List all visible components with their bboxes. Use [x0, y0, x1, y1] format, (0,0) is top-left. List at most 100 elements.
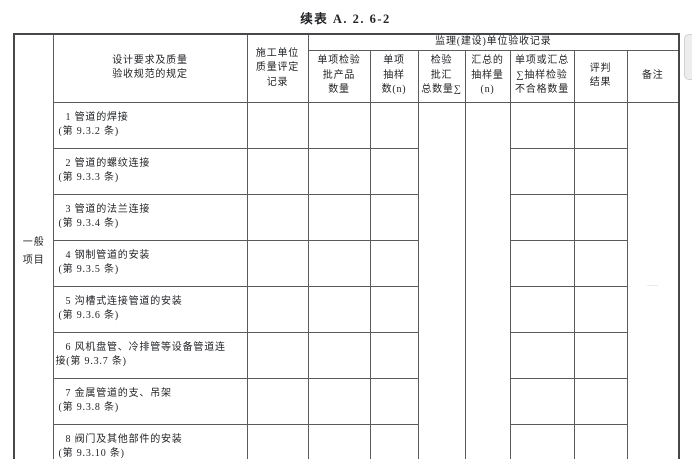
item-sample-count-cell: [369, 193, 419, 241]
header-text-line: 结果: [589, 77, 612, 88]
item-clause-line: (第 9.3.3 条): [58, 172, 119, 183]
batch-product-qty-cell: [307, 101, 371, 149]
scrollbar-thumb[interactable]: [684, 34, 692, 80]
batch-product-qty-cell: [307, 377, 371, 425]
unqualified-count-cell: [509, 193, 575, 241]
remark-dash: —: [647, 279, 659, 292]
table-title: 续表 A. 2. 6-2: [300, 12, 391, 26]
constructor-record-cell: [246, 423, 309, 459]
header-design-requirements: 设计要求及质量 验收规范的规定: [52, 33, 248, 103]
header-text-line: 数量: [328, 84, 350, 96]
row-item-label: 1 管道的焊接 (第 9.3.2 条): [52, 101, 248, 149]
side-label-line: 项目: [22, 255, 45, 267]
unqualified-count-cell: [509, 331, 575, 379]
item-clause-line: (第 9.3.10 条): [58, 448, 125, 459]
item-text-line: 3 管道的法兰连接: [65, 203, 151, 215]
batch-product-qty-cell: [307, 423, 371, 459]
judgement-result-cell: [573, 377, 628, 425]
remark-merged-cell: —: [626, 101, 680, 459]
constructor-record-cell: [246, 193, 309, 241]
header-text-line: ∑抽样检验: [516, 69, 568, 81]
row-item-label: 4 钢制管道的安装 (第 9.3.5 条): [52, 239, 248, 287]
judgement-result-cell: [573, 285, 628, 333]
header-text-line: 验收规范的规定: [112, 69, 188, 81]
unqualified-count-cell: [509, 285, 575, 333]
item-clause-line: (第 9.3.5 条): [58, 264, 119, 275]
header-batch-summary-qty: 检验 批汇 总数量∑: [417, 49, 466, 103]
item-clause-line: (第 9.3.4 条): [58, 218, 119, 229]
unqualified-count-cell: [509, 101, 575, 149]
judgement-result-cell: [573, 147, 628, 195]
batch-product-qty-cell: [307, 285, 371, 333]
acceptance-record-table: 一般 项目 设计要求及质量 验收规范的规定 施工单位 质量评定 记录 监理(建设…: [13, 33, 681, 459]
item-clause-line: (第 9.3.2 条): [58, 126, 119, 137]
judgement-result-cell: [573, 101, 628, 149]
header-text-line: 总数量∑: [421, 84, 462, 96]
header-unqualified-count: 单项或汇总 ∑抽样检验 不合格数量: [509, 49, 575, 103]
header-constructor-record: 施工单位 质量评定 记录: [246, 33, 309, 103]
unqualified-count-cell: [509, 377, 575, 425]
row-item-label: 3 管道的法兰连接 (第 9.3.4 条): [52, 193, 248, 241]
header-text-line: 不合格数量: [515, 84, 569, 96]
item-text-line: 6 风机盘管、冷排管等设备管道连: [65, 341, 226, 353]
item-sample-count-cell: [369, 101, 419, 149]
header-supervisor-span: 监理(建设)单位验收记录: [307, 33, 680, 51]
batch-summary-qty-merged-cell: [417, 101, 466, 459]
judgement-result-cell: [573, 331, 628, 379]
item-text-line: 1 管道的焊接: [65, 111, 129, 123]
batch-product-qty-cell: [307, 193, 371, 241]
judgement-result-cell: [573, 423, 628, 459]
item-sample-count-cell: [369, 239, 419, 287]
header-text-line: (n): [480, 84, 495, 96]
header-text-line: 单项: [383, 55, 405, 67]
header-text-line: 批产品: [322, 69, 356, 81]
item-clause-line: (第 9.3.6 条): [58, 310, 119, 321]
header-remark: 备注: [626, 49, 680, 103]
constructor-record-cell: [246, 101, 309, 149]
item-text-line: 8 阀门及其他部件的安装: [65, 433, 183, 445]
batch-product-qty-cell: [307, 331, 371, 379]
item-sample-count-cell: [369, 147, 419, 195]
item-sample-count-cell: [369, 285, 419, 333]
side-category-cell: 一般 项目: [13, 33, 54, 459]
item-text-line: 5 沟槽式连接管道的安装: [65, 295, 183, 307]
header-text-line: 质量评定: [255, 62, 300, 73]
header-text-line: 汇总的: [471, 55, 504, 67]
header-summary-sample-amount: 汇总的 抽样量 (n): [464, 49, 511, 103]
row-item-label: 6 风机盘管、冷排管等设备管道连 接(第 9.3.7 条): [52, 331, 248, 379]
row-item-label: 8 阀门及其他部件的安装 (第 9.3.10 条): [52, 423, 248, 459]
header-text-line: 检验: [430, 55, 453, 67]
header-text-line: 抽样量: [471, 69, 504, 81]
item-sample-count-cell: [369, 331, 419, 379]
unqualified-count-cell: [509, 423, 575, 459]
constructor-record-cell: [246, 331, 309, 379]
constructor-record-cell: [246, 285, 309, 333]
header-text-line: 评判: [589, 62, 612, 74]
constructor-record-cell: [246, 147, 309, 195]
header-text-line: 施工单位: [255, 47, 300, 59]
item-sample-count-cell: [369, 423, 419, 459]
item-clause-line: (第 9.3.8 条): [58, 402, 119, 413]
header-item-sample-count: 单项 抽样 数(n): [369, 49, 419, 103]
summary-sample-amount-merged-cell: [464, 101, 511, 459]
header-batch-product-qty: 单项检验 批产品 数量: [307, 49, 371, 103]
header-text-line: 抽样: [383, 69, 405, 81]
constructor-record-cell: [246, 377, 309, 425]
side-label-line: 一般: [22, 237, 45, 249]
header-text-line: 记录: [266, 76, 289, 88]
judgement-result-cell: [573, 239, 628, 287]
header-text-line: 设计要求及质量: [112, 54, 188, 66]
constructor-record-cell: [246, 239, 309, 287]
item-text-line: 4 钢制管道的安装: [65, 249, 151, 261]
judgement-result-cell: [573, 193, 628, 241]
header-text-line: 单项检验: [317, 55, 361, 67]
batch-product-qty-cell: [307, 239, 371, 287]
item-text-line: 7 金属管道的支、吊架: [65, 387, 172, 399]
row-item-label: 5 沟槽式连接管道的安装 (第 9.3.6 条): [52, 285, 248, 333]
batch-product-qty-cell: [307, 147, 371, 195]
row-item-label: 2 管道的螺纹连接 (第 9.3.3 条): [52, 147, 248, 195]
header-text-line: 批汇: [430, 69, 453, 81]
item-text-line: 2 管道的螺纹连接: [65, 157, 151, 169]
unqualified-count-cell: [509, 239, 575, 287]
header-judgement-result: 评判 结果: [573, 49, 628, 103]
